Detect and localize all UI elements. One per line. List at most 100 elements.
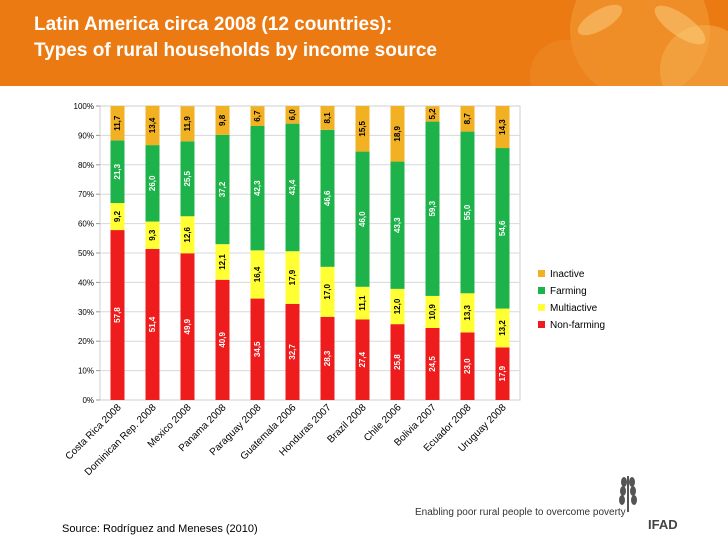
data-label: 34,5 — [253, 341, 262, 357]
bar-segment-farming — [355, 151, 370, 287]
page-title-line-1: Latin America circa 2008 (12 countries): — [34, 14, 393, 35]
data-label: 37,2 — [218, 181, 227, 197]
bar-segment-non-farming — [460, 332, 475, 400]
y-tick-label: 100% — [74, 102, 94, 111]
data-label: 24,5 — [428, 356, 437, 372]
y-tick-label: 70% — [78, 190, 94, 199]
bar-segment-farming — [460, 131, 475, 294]
bar-stack: 27,4 11,1 46,0 15,5 — [355, 106, 370, 400]
data-label: 8,7 — [463, 113, 472, 125]
bar-segment-multiactive — [110, 203, 125, 231]
legend-label: Inactive — [550, 269, 585, 280]
data-label: 25,8 — [393, 354, 402, 370]
data-label: 6,0 — [288, 109, 297, 121]
bar-segment-inactive — [145, 105, 160, 146]
stacked-bar-chart: 0% 10% 20% 30% 40% 50% 60% 70% 80% 90% 100% 57,8 9,… — [64, 102, 605, 478]
bar-stack: 51,4 9,3 26,0 13,4 — [145, 105, 160, 400]
bar-stack: 28,3 17,0 46,6 8,1 — [320, 106, 335, 400]
header-banner: Latin America circa 2008 (12 countries):… — [0, 0, 728, 86]
bar-stack: 23,0 13,3 55,0 8,7 — [460, 106, 475, 400]
data-label: 12,6 — [183, 226, 192, 242]
y-tick-label: 50% — [78, 249, 94, 258]
bar-segment-inactive — [390, 106, 405, 162]
bar-segment-inactive — [320, 106, 335, 130]
y-tick-label: 30% — [78, 308, 94, 317]
bar-segment-non-farming — [355, 319, 370, 400]
data-label: 42,3 — [253, 180, 262, 196]
bar-segment-multiactive — [250, 250, 265, 299]
y-tick-label: 40% — [78, 278, 94, 287]
y-tick-label: 60% — [78, 220, 94, 229]
data-label: 46,0 — [358, 211, 367, 227]
legend-swatch — [538, 270, 545, 277]
bar-segment-non-farming — [320, 316, 335, 400]
data-label: 26,0 — [148, 175, 157, 191]
bar-segment-multiactive — [355, 286, 370, 320]
data-label: 9,2 — [113, 210, 122, 222]
bar-segment-multiactive — [390, 288, 405, 325]
bar-segment-non-farming — [180, 253, 195, 400]
bar-segment-farming — [145, 145, 160, 222]
bar-stack: 24,5 10,9 59,3 5,2 — [425, 106, 440, 400]
bar-segment-non-farming — [390, 324, 405, 400]
bar-segment-inactive — [250, 106, 265, 126]
bar-stack: 25,8 12,0 43,3 18,9 — [390, 106, 405, 400]
bar-segment-multiactive — [180, 216, 195, 254]
bar-stack: 40,9 12,1 37,2 9,8 — [215, 106, 230, 400]
chart-grid: 0% 10% 20% 30% 40% 50% 60% 70% 80% 90% 100% — [74, 102, 521, 405]
bar-segment-non-farming — [425, 327, 440, 400]
bar-segment-multiactive — [425, 295, 440, 328]
data-label: 46,6 — [323, 190, 332, 206]
data-label: 49,9 — [183, 318, 192, 334]
legend-swatch — [538, 287, 545, 294]
header-decoration — [530, 0, 728, 86]
data-label: 54,6 — [498, 220, 507, 236]
data-label: 11,1 — [358, 295, 367, 311]
page-title-line-2: Types of rural households by income sour… — [34, 40, 437, 61]
data-label: 14,3 — [498, 119, 507, 135]
bar-segment-non-farming — [145, 248, 160, 400]
bar-segment-farming — [285, 123, 300, 252]
data-label: 16,4 — [253, 266, 262, 282]
data-label: 10,9 — [428, 304, 437, 320]
bar-segment-farming — [110, 140, 125, 204]
bar-segment-multiactive — [285, 251, 300, 304]
data-label: 21,3 — [113, 163, 122, 179]
legend-label: Farming — [550, 286, 587, 297]
bar-segment-non-farming — [250, 298, 265, 400]
data-label: 28,3 — [323, 350, 332, 366]
bar-segment-farming — [495, 148, 510, 309]
legend-swatch — [538, 321, 545, 328]
data-label: 5,2 — [428, 108, 437, 120]
ifad-wheat-icon — [619, 476, 637, 512]
bar-segment-farming — [250, 125, 265, 251]
data-label: 12,0 — [393, 298, 402, 314]
bar-stack: 34,5 16,4 42,3 6,7 — [250, 106, 265, 400]
bar-segment-multiactive — [145, 221, 160, 249]
bar-stack: 17,9 13,2 54,6 14,3 — [495, 106, 510, 400]
ifad-logo-text: IFAD — [648, 517, 678, 532]
data-label: 59,3 — [428, 200, 437, 216]
data-label: 23,0 — [463, 358, 472, 374]
data-label: 13,4 — [148, 117, 157, 133]
bar-segment-farming — [320, 129, 335, 267]
data-label: 17,0 — [323, 283, 332, 299]
data-label: 9,3 — [148, 229, 157, 241]
bar-segment-inactive — [285, 106, 300, 124]
data-label: 12,1 — [218, 254, 227, 270]
y-tick-label: 90% — [78, 131, 94, 140]
bar-segment-multiactive — [495, 308, 510, 348]
bar-segment-inactive — [495, 106, 510, 149]
y-tick-label: 20% — [78, 337, 94, 346]
bar-segment-multiactive — [320, 266, 335, 317]
ifad-tagline: Enabling poor rural people to overcome p… — [415, 507, 626, 518]
bar-segment-inactive — [460, 106, 475, 132]
bar-segment-inactive — [425, 106, 440, 122]
bar-segment-inactive — [215, 106, 230, 135]
chart-bars: 57,8 9,2 21,3 11,7 51,4 9,3 26,0 13,4 49,9 12,6 25… — [110, 105, 510, 400]
data-label: 51,4 — [148, 316, 157, 332]
bar-segment-non-farming — [215, 279, 230, 400]
data-label: 27,4 — [358, 351, 367, 367]
data-label: 9,8 — [218, 114, 227, 126]
data-label: 8,1 — [323, 112, 332, 124]
